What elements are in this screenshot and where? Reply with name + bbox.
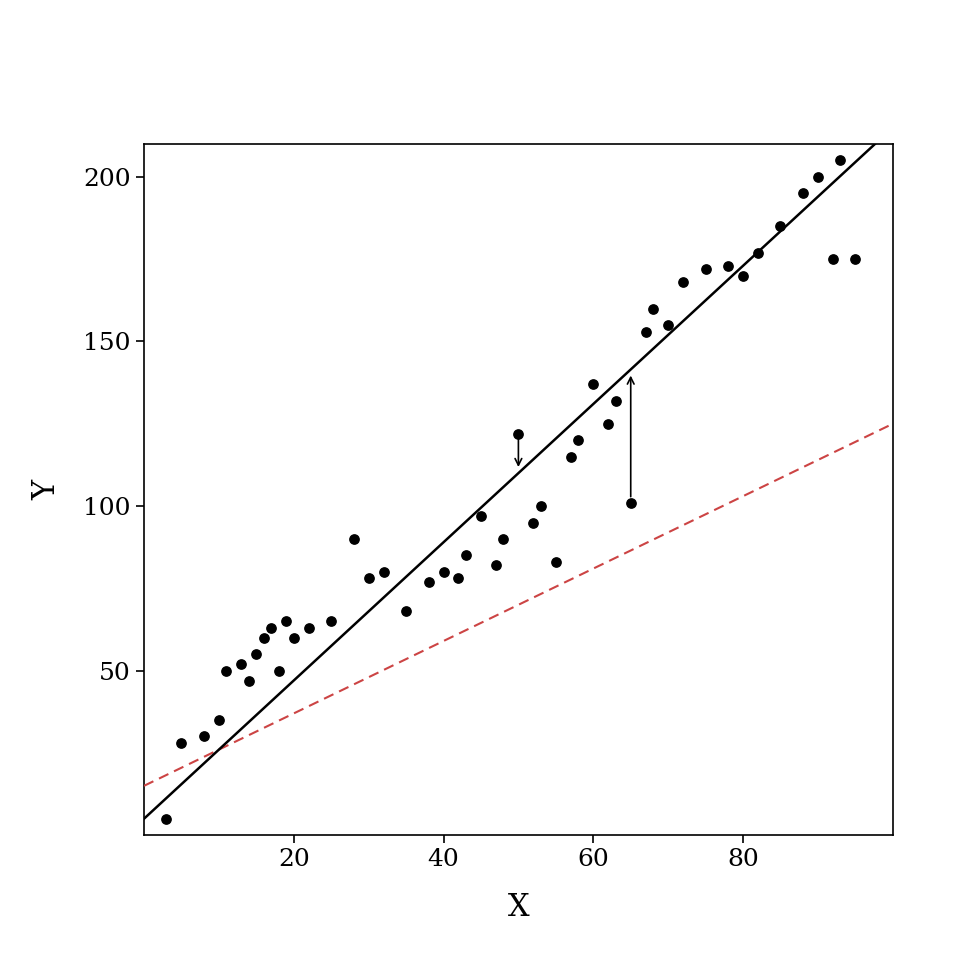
Point xyxy=(256,630,272,645)
Point xyxy=(158,811,174,827)
Point xyxy=(586,376,601,392)
Point xyxy=(601,416,616,431)
Point xyxy=(548,554,564,569)
Point xyxy=(608,393,623,408)
Point xyxy=(376,564,392,580)
Point xyxy=(249,646,264,661)
Point xyxy=(489,558,504,573)
Point xyxy=(660,318,676,333)
Point xyxy=(638,324,654,339)
Y-axis label: Y: Y xyxy=(32,480,62,499)
Point xyxy=(645,300,660,316)
Point xyxy=(219,663,234,679)
Point xyxy=(848,252,863,267)
Point xyxy=(278,613,294,629)
Point xyxy=(832,153,848,168)
Point xyxy=(564,449,579,465)
Point xyxy=(436,564,451,580)
Point xyxy=(398,604,414,619)
Point xyxy=(458,548,473,564)
Point xyxy=(526,515,541,530)
Point xyxy=(473,508,489,523)
Point xyxy=(196,729,211,744)
X-axis label: X: X xyxy=(508,892,529,924)
Point xyxy=(810,169,826,184)
Point xyxy=(324,613,339,629)
Point xyxy=(773,219,788,234)
Point xyxy=(420,574,436,589)
Point xyxy=(271,663,286,679)
Point xyxy=(826,252,841,267)
Point xyxy=(795,185,810,201)
Point xyxy=(751,245,766,260)
Point xyxy=(451,571,467,587)
Point xyxy=(346,531,361,546)
Point xyxy=(676,275,691,290)
Point xyxy=(735,268,751,283)
Point xyxy=(623,495,638,511)
Point xyxy=(174,735,189,751)
Point xyxy=(241,673,256,688)
Point xyxy=(495,531,511,546)
Point xyxy=(233,657,249,672)
Point xyxy=(570,433,586,448)
Point xyxy=(264,620,279,636)
Point xyxy=(301,620,317,636)
Point xyxy=(211,712,227,728)
Point xyxy=(698,261,713,276)
Point xyxy=(720,258,735,274)
Point xyxy=(361,571,376,587)
Point xyxy=(511,426,526,442)
Point xyxy=(286,630,301,645)
Point xyxy=(533,498,548,514)
